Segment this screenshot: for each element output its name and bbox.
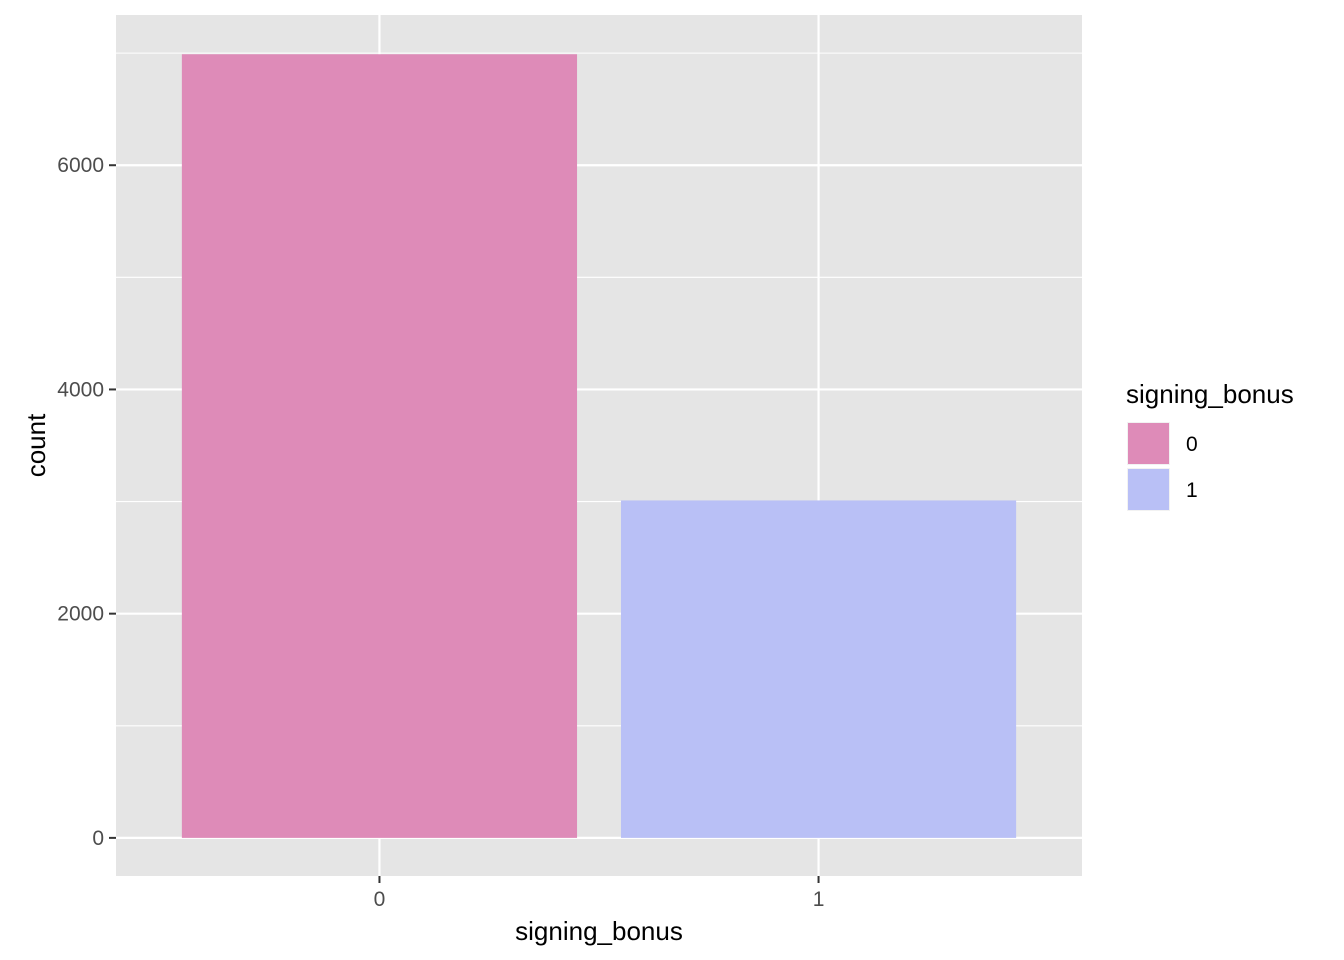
y-tick-label: 0: [92, 827, 104, 850]
bar-1: [620, 500, 1017, 838]
legend-key-0: [1128, 423, 1169, 464]
y-axis-title: count: [21, 413, 51, 477]
bars: [181, 54, 1017, 838]
x-tick-label: 1: [813, 888, 825, 911]
y-axis: 0 2000 4000 6000: [57, 154, 116, 850]
y-tick-label: 4000: [57, 378, 104, 401]
x-tick-label: 0: [374, 888, 386, 911]
legend-title: signing_bonus: [1126, 379, 1294, 409]
legend: signing_bonus 0 1: [1126, 379, 1294, 511]
bar-0: [181, 54, 578, 838]
y-tick-label: 6000: [57, 154, 104, 177]
x-axis-title: signing_bonus: [515, 916, 683, 946]
legend-key-1: [1128, 469, 1169, 510]
legend-label: 1: [1186, 479, 1198, 502]
y-tick-label: 2000: [57, 603, 104, 626]
legend-label: 0: [1186, 433, 1198, 456]
